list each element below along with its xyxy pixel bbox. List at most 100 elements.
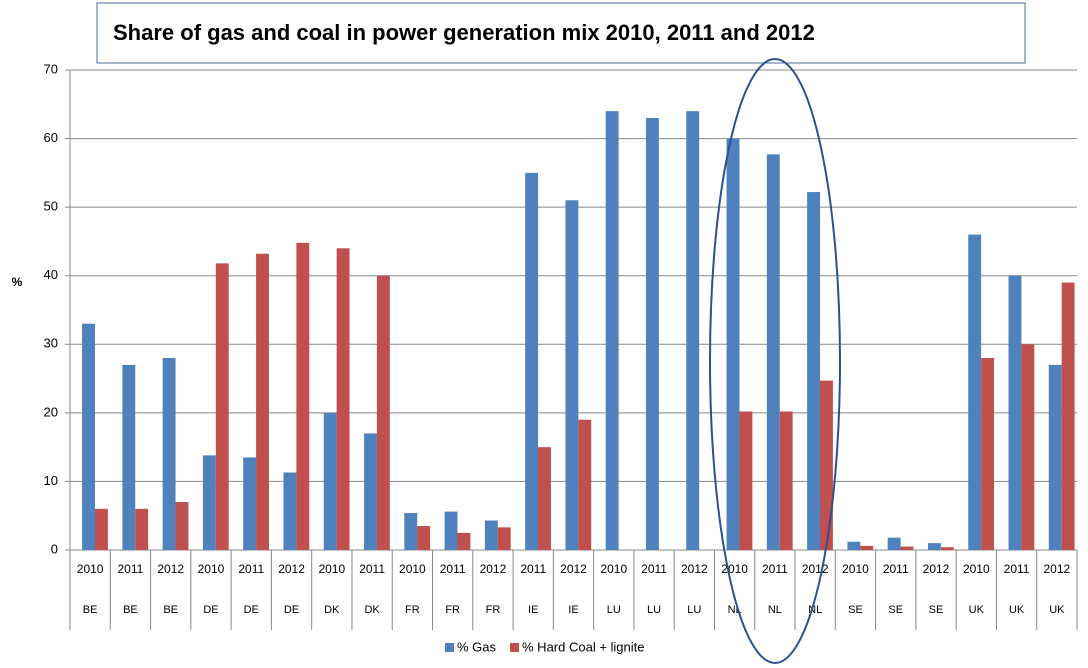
x-group-label: DE — [284, 604, 299, 616]
bar — [283, 472, 297, 550]
title-box — [96, 2, 1026, 64]
bar — [887, 537, 901, 550]
x-group-label: FR — [486, 604, 501, 616]
bar — [766, 154, 780, 551]
legend-label: % Hard Coal + lignite — [522, 639, 644, 654]
bar — [215, 263, 229, 550]
bar — [364, 433, 377, 550]
x-tick-label: 2010 — [77, 562, 104, 576]
x-group-label: IE — [528, 604, 538, 616]
bar — [900, 546, 914, 550]
x-group-label: BE — [123, 604, 138, 616]
bar — [122, 364, 136, 550]
bar — [336, 248, 350, 551]
x-tick-label: 2010 — [399, 562, 426, 576]
bar — [860, 545, 874, 550]
x-group-label: FR — [445, 604, 460, 616]
bar — [565, 200, 579, 551]
bar — [968, 234, 982, 551]
highlight-ellipse — [709, 58, 841, 664]
x-tick-label: 2012 — [560, 562, 587, 576]
bar — [646, 118, 659, 550]
x-tick-label: 2011 — [440, 562, 466, 576]
y-tick-label: 50 — [44, 199, 58, 214]
bar — [686, 111, 700, 551]
bars — [82, 111, 1075, 551]
x-group-label: LU — [647, 604, 661, 616]
y-tick-label: 30 — [44, 336, 58, 351]
y-tick-label: 70 — [44, 61, 58, 76]
bar — [444, 511, 458, 550]
bar — [940, 547, 954, 550]
x-group-label: SE — [848, 604, 863, 616]
bar — [404, 512, 418, 550]
bar — [243, 457, 257, 550]
x-group-label: UK — [1009, 604, 1025, 616]
x-group-label: FR — [405, 604, 420, 616]
bar — [175, 502, 189, 550]
x-tick-label: 2012 — [1044, 562, 1071, 576]
bar — [1048, 364, 1062, 550]
bar — [578, 419, 592, 550]
x-group-label: IE — [568, 604, 578, 616]
x-group-label: LU — [607, 604, 621, 616]
bar — [323, 412, 337, 550]
x-group-label: DE — [203, 604, 218, 616]
x-group-label: UK — [1049, 604, 1065, 616]
y-tick-label: 20 — [44, 404, 58, 419]
bar — [484, 520, 498, 550]
x-tick-label: 2012 — [681, 562, 708, 576]
y-tick-label: 60 — [44, 130, 58, 145]
bar — [739, 411, 753, 550]
x-tick-label: 2011 — [1004, 562, 1030, 576]
x-tick-label: 2011 — [359, 562, 385, 576]
bar — [1008, 275, 1022, 550]
x-group-label: DK — [364, 604, 380, 616]
x-tick-label: 2012 — [802, 562, 829, 576]
bar — [981, 358, 995, 550]
legend-swatch — [510, 643, 520, 652]
chart-title: Share of gas and coal in power generatio… — [113, 20, 815, 45]
x-group-label: BE — [163, 604, 178, 616]
bar — [497, 527, 511, 550]
x-tick-label: 2010 — [721, 562, 748, 576]
bar — [296, 242, 310, 551]
x-tick-label: 2012 — [923, 562, 950, 576]
bar — [417, 526, 431, 550]
x-group-label: BE — [83, 604, 98, 616]
bar — [457, 532, 471, 550]
x-group-label: DK — [324, 604, 340, 616]
x-tick-label: 2012 — [278, 562, 305, 576]
bar — [726, 138, 740, 551]
category-table: 2010 BE 2011 BE 2012 BE 2010 DE 2011 DE 2012 DE 2010… — [69, 550, 1078, 630]
bar — [94, 508, 108, 550]
x-tick-label: 2011 — [641, 562, 667, 576]
x-group-label: UK — [969, 604, 985, 616]
legend-swatch — [445, 643, 454, 652]
x-tick-label: 2012 — [157, 562, 184, 576]
x-group-label: DE — [244, 604, 259, 616]
legend-label: % Gas — [457, 639, 497, 654]
bar — [162, 358, 176, 550]
bar — [605, 111, 619, 551]
x-group-label: LU — [687, 604, 701, 616]
bar — [847, 541, 861, 550]
bar — [807, 192, 821, 551]
x-tick-label: 2012 — [480, 562, 507, 576]
x-tick-label: 2011 — [883, 562, 909, 576]
bar — [202, 455, 216, 550]
x-group-label: NL — [768, 604, 782, 616]
x-tick-label: 2011 — [762, 562, 788, 576]
x-tick-label: 2010 — [318, 562, 345, 576]
bar — [1061, 282, 1075, 550]
x-tick-label: 2010 — [842, 562, 869, 576]
bar — [256, 253, 269, 550]
bar — [82, 323, 95, 550]
y-tick-label: 40 — [44, 267, 58, 282]
x-tick-label: 2010 — [600, 562, 627, 576]
bar — [820, 380, 833, 550]
bar — [376, 275, 390, 550]
bar — [525, 172, 539, 550]
x-tick-label: 2011 — [238, 562, 264, 576]
